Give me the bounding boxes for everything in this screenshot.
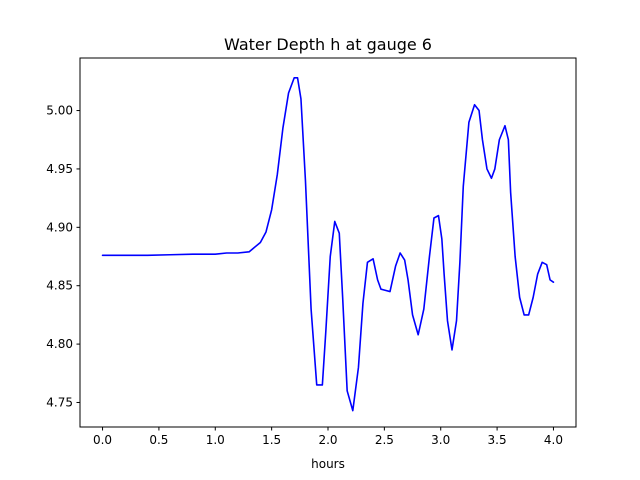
series-layer bbox=[101, 77, 555, 412]
y-tick-label: 5.00 bbox=[46, 104, 73, 118]
x-tick-label: 1.5 bbox=[262, 433, 281, 447]
y-tick-label: 4.85 bbox=[46, 279, 73, 293]
x-tick-label: 1.0 bbox=[206, 433, 225, 447]
x-tick-label: 0.5 bbox=[149, 433, 168, 447]
y-tick-label: 4.75 bbox=[46, 395, 73, 409]
x-tick-label: 0.0 bbox=[93, 433, 112, 447]
x-axis: 0.0 0.5 1.0 1.5 2.0 2.5 3.0 3.5 4.0 bbox=[93, 427, 563, 447]
x-tick-label: 2.0 bbox=[318, 433, 337, 447]
x-tick-label: 4.0 bbox=[544, 433, 563, 447]
y-tick-label: 4.95 bbox=[46, 162, 73, 176]
x-tick-label: 3.5 bbox=[488, 433, 507, 447]
x-tick-label: 3.0 bbox=[431, 433, 450, 447]
x-tick-label: 2.5 bbox=[375, 433, 394, 447]
plot-frame bbox=[79, 57, 577, 428]
chart-title: Water Depth h at gauge 6 bbox=[224, 35, 432, 54]
y-axis: 4.75 4.80 4.85 4.90 4.95 5.00 bbox=[46, 104, 80, 409]
y-tick-label: 4.90 bbox=[46, 220, 73, 234]
y-tick-label: 4.80 bbox=[46, 337, 73, 351]
x-axis-label: hours bbox=[311, 457, 345, 471]
series-line-0 bbox=[101, 77, 555, 412]
